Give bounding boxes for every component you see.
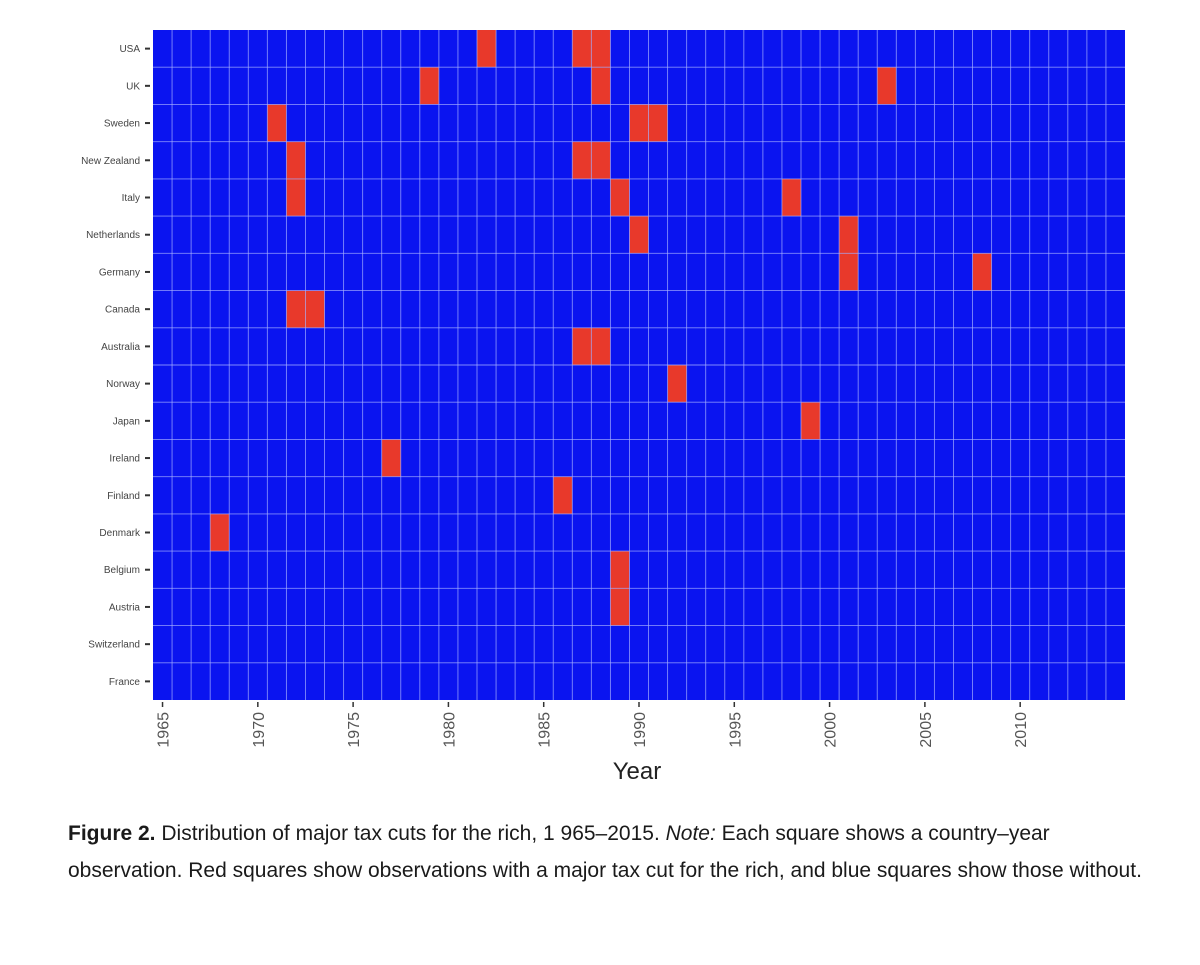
tax-cut-cell: [839, 253, 859, 291]
x-tick-label: 1980: [441, 712, 458, 748]
heatmap-chart: USA UK Sweden New Zealand Italy Netherlands Ge…: [81, 30, 1125, 785]
caption-note-label: Note:: [665, 822, 716, 845]
tax-cut-cell: [801, 402, 821, 440]
tax-cut-cell: [781, 178, 801, 217]
tax-cut-cell: [972, 253, 992, 291]
tax-cut-cell: [839, 216, 859, 254]
tax-cut-cell: [648, 104, 668, 142]
tax-cut-cell: [210, 513, 230, 552]
tax-cut-cell: [572, 327, 592, 365]
y-tick-label: Finland: [107, 491, 140, 502]
y-tick-label: Sweden: [104, 119, 140, 130]
tax-cut-cell: [419, 67, 439, 105]
x-tick-label: 1990: [632, 712, 649, 748]
tax-cut-cell: [286, 178, 306, 217]
figure-caption: Figure 2. Distribution of major tax cuts…: [68, 815, 1148, 889]
y-tick-label: Ireland: [109, 454, 140, 465]
tax-cut-cell: [610, 588, 630, 626]
tax-cut-cell: [267, 104, 287, 142]
tax-cut-cell: [591, 30, 611, 68]
tax-cut-cell: [591, 327, 611, 365]
y-tick-label: Switzerland: [88, 640, 140, 651]
y-tick-label: Canada: [105, 305, 140, 316]
caption-text: Distribution of major tax cuts for the r…: [155, 822, 666, 845]
x-tick-label: 2010: [1013, 712, 1030, 748]
tax-cut-cell: [877, 67, 897, 105]
tax-cut-cell: [591, 141, 611, 179]
tax-cut-cell: [572, 30, 592, 68]
x-tick-label: 2000: [823, 712, 840, 748]
caption-note-text: Each square shows a country–year observa…: [68, 822, 1142, 882]
y-tick-label: France: [109, 677, 141, 688]
tax-cut-cell: [553, 476, 573, 514]
y-tick-label: UK: [126, 81, 140, 92]
y-tick-label: Italy: [122, 193, 140, 204]
tax-cut-cell: [629, 104, 649, 142]
x-axis: 1965 1970 1975 1980 1985 1990 1995 2000 2005 2010: [156, 702, 1030, 748]
tax-cut-cell: [381, 439, 401, 477]
x-tick-label: 1995: [727, 712, 744, 748]
x-tick-label: 1970: [251, 712, 268, 748]
y-tick-label: Denmark: [99, 528, 141, 539]
x-axis-title: Year: [613, 758, 662, 785]
y-tick-label: Australia: [101, 342, 140, 353]
x-tick-label: 1985: [537, 712, 554, 748]
tax-cut-cell: [286, 141, 306, 179]
y-tick-label: Japan: [113, 416, 140, 427]
caption-label: Figure 2.: [68, 822, 156, 845]
y-tick-label: New Zealand: [81, 156, 140, 167]
y-tick-label: Germany: [99, 267, 140, 278]
tax-cut-cell: [610, 551, 630, 589]
y-tick-label: Netherlands: [86, 230, 140, 241]
tax-cut-cell: [286, 290, 306, 328]
y-axis: USA UK Sweden New Zealand Italy Netherlands Ge…: [81, 44, 150, 688]
tax-cut-cell: [629, 216, 649, 254]
x-tick-label: 1965: [156, 712, 173, 748]
y-tick-label: Belgium: [104, 565, 140, 576]
tax-cut-cell: [305, 290, 325, 328]
y-tick-label: USA: [119, 44, 140, 55]
tax-cut-cell: [610, 178, 630, 217]
tax-cut-cell: [572, 141, 592, 179]
y-tick-label: Norway: [106, 379, 140, 390]
y-tick-label: Austria: [109, 602, 141, 613]
x-tick-label: 1975: [346, 712, 363, 748]
tax-cut-cell: [667, 365, 687, 403]
x-tick-label: 2005: [918, 712, 935, 748]
tax-cut-cell: [591, 67, 611, 105]
tax-cut-cell: [477, 30, 497, 68]
heatmap-gridlines: [153, 30, 1125, 700]
